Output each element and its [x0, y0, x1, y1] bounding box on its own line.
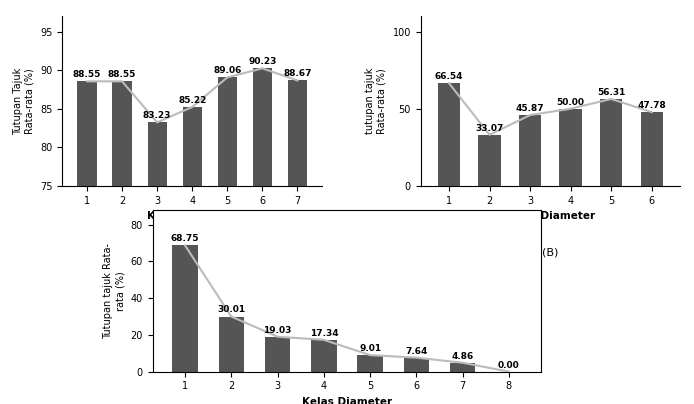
- Text: 17.34: 17.34: [310, 329, 338, 338]
- Text: 88.67: 88.67: [283, 69, 312, 78]
- Bar: [218, 78, 237, 404]
- Y-axis label: Tutupan tajuk Rata-
rata (%): Tutupan tajuk Rata- rata (%): [103, 243, 125, 339]
- Bar: [478, 135, 500, 186]
- Bar: [438, 83, 460, 186]
- Text: 83.23: 83.23: [143, 111, 171, 120]
- Bar: [404, 358, 429, 372]
- Bar: [148, 122, 167, 404]
- Text: 9.01: 9.01: [359, 344, 381, 353]
- Text: 66.54: 66.54: [434, 72, 463, 81]
- Bar: [112, 81, 132, 404]
- Bar: [641, 112, 663, 186]
- Text: 0.00: 0.00: [498, 361, 520, 370]
- Bar: [265, 337, 290, 372]
- Bar: [559, 109, 582, 186]
- Bar: [600, 99, 623, 186]
- Y-axis label: tutupan tajuk
Rata-rata (%): tutupan tajuk Rata-rata (%): [365, 68, 387, 134]
- Text: 30.01: 30.01: [217, 305, 246, 314]
- Bar: [311, 340, 337, 372]
- X-axis label: Kelas Diameter: Kelas Diameter: [505, 211, 595, 221]
- Text: 85.22: 85.22: [178, 96, 206, 105]
- Bar: [172, 245, 198, 372]
- Text: 56.31: 56.31: [597, 88, 625, 97]
- Text: 68.75: 68.75: [171, 234, 199, 243]
- Text: 88.55: 88.55: [108, 70, 136, 79]
- Bar: [77, 81, 96, 404]
- Y-axis label: Tutupan Tajuk
Rata-rata (%): Tutupan Tajuk Rata-rata (%): [13, 67, 35, 135]
- X-axis label: Kelas Diameter: Kelas Diameter: [302, 397, 392, 404]
- Text: 45.87: 45.87: [516, 104, 544, 113]
- Text: 33.07: 33.07: [475, 124, 504, 133]
- Text: 88.55: 88.55: [73, 70, 101, 79]
- Bar: [519, 115, 541, 186]
- Text: 47.78: 47.78: [637, 101, 666, 110]
- Bar: [183, 107, 202, 404]
- Text: (A): (A): [184, 247, 201, 257]
- Bar: [450, 363, 475, 372]
- Text: 90.23: 90.23: [248, 57, 276, 66]
- Bar: [288, 80, 307, 404]
- X-axis label: Kelas Diameter: Kelas Diameter: [147, 211, 237, 221]
- Text: (B): (B): [542, 247, 559, 257]
- Text: 4.86: 4.86: [452, 351, 474, 361]
- Text: 7.64: 7.64: [405, 347, 428, 356]
- Text: 19.03: 19.03: [264, 326, 291, 335]
- Text: 50.00: 50.00: [557, 98, 584, 107]
- Bar: [219, 317, 244, 372]
- Bar: [357, 355, 383, 372]
- Text: 89.06: 89.06: [213, 66, 242, 75]
- Bar: [253, 68, 272, 404]
